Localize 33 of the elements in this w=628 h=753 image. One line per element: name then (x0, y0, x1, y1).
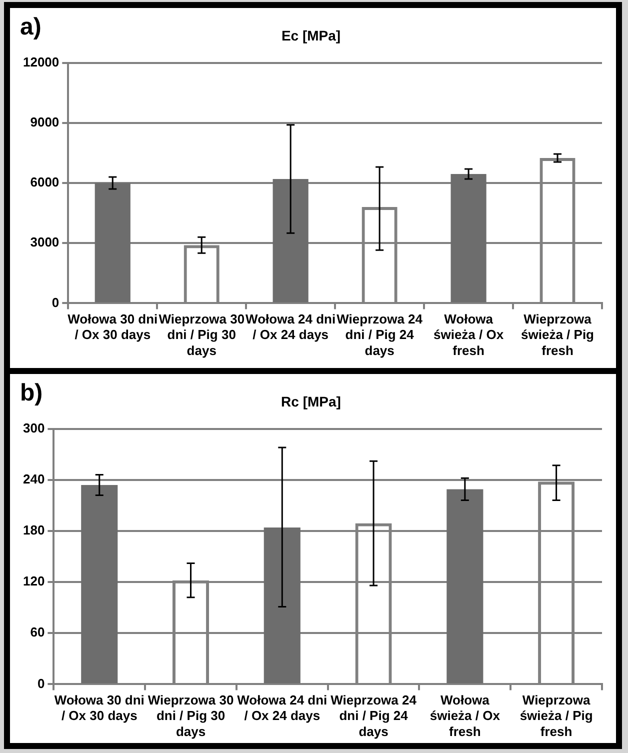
y-tick-label: 12000 (22, 54, 60, 70)
x-tick-label: Wieprzowa świeża / Pig fresh (520, 692, 593, 739)
x-tick-label: Wieprzowa świeża / Pig fresh (521, 312, 594, 358)
bar (81, 484, 118, 684)
bar (446, 489, 484, 684)
y-tick-label: 240 (22, 471, 45, 486)
x-tick-label: Wieprzowa 30 dni / Pig 30 days (158, 312, 245, 358)
bar (94, 183, 130, 302)
y-tick-label: 0 (37, 676, 45, 691)
chart-title: Ec [MPa] (281, 27, 341, 44)
bar (450, 174, 486, 302)
x-tick-label: Wołowa 30 dni / Ox 30 days (54, 692, 144, 724)
x-tick-label: Wołowa świeża / Ox fresh (433, 312, 504, 358)
text: b) (20, 380, 43, 407)
y-tick-label: 0 (52, 294, 60, 310)
y-tick-label: 9000 (30, 114, 60, 130)
x-tick-label: Wieprzowa 24 dni / Pig 24 days (330, 692, 418, 739)
chart-title: Rc [MPa] (281, 393, 341, 410)
text: a) (20, 14, 42, 41)
y-tick-label: 180 (22, 522, 45, 538)
y-tick-label: 120 (22, 574, 45, 589)
y-tick-label: 60 (30, 624, 45, 640)
y-tick-label: 300 (22, 420, 45, 436)
x-tick-label: Wołowa 30 dni / Ox 30 days (68, 312, 158, 342)
x-tick-label: Wołowa świeża / Ox fresh (430, 692, 501, 739)
x-tick-label: Wieprzowa 24 dni / Pig 24 days (336, 312, 424, 358)
bar (264, 528, 300, 684)
x-tick-label: Wołowa 24 dni / Ox 24 days (237, 692, 328, 724)
y-tick-label: 6000 (30, 174, 60, 190)
x-tick-label: Wołowa 24 dni / Ox 24 days (246, 312, 336, 342)
bar (272, 178, 308, 302)
x-tick-label: Wieprzowa 30 dni / Pig 30 days (148, 692, 234, 739)
y-tick-label: 3000 (30, 234, 60, 250)
